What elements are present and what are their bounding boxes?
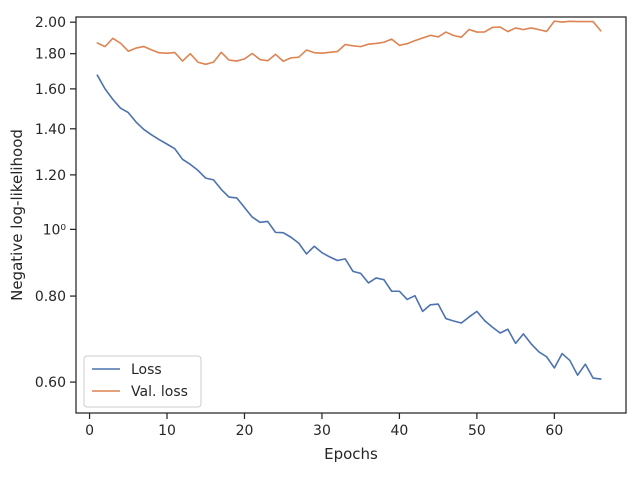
legend-label-0: Loss <box>131 362 162 378</box>
x-tick-label: 0 <box>85 423 94 439</box>
y-tick-label: 1.80 <box>35 47 66 63</box>
legend: Loss Val. loss <box>83 355 202 408</box>
y-tick-label: 1.20 <box>35 168 66 184</box>
x-axis: 0 10 20 30 40 50 60 <box>85 413 563 439</box>
legend-label-1: Val. loss <box>131 384 188 400</box>
y-axis: 0.60 0.80 10⁰ 1.20 1.40 1.60 1.80 2.00 <box>35 15 76 391</box>
x-tick-label: 40 <box>391 423 409 439</box>
axes-frame <box>75 16 627 414</box>
x-tick-label: 20 <box>236 423 254 439</box>
series-line-0 <box>96 74 602 380</box>
x-axis-label: Epochs <box>324 445 378 463</box>
series-layer <box>96 20 602 380</box>
x-tick-label: 50 <box>468 423 486 439</box>
y-tick-label: 1.40 <box>35 122 66 138</box>
y-tick-label: 0.80 <box>35 289 66 305</box>
series-line-1 <box>96 20 602 66</box>
y-tick-label: 0.60 <box>35 375 66 391</box>
x-tick-label: 30 <box>313 423 331 439</box>
x-tick-label: 10 <box>158 423 176 439</box>
y-tick-label: 10⁰ <box>43 222 67 238</box>
y-tick-label: 1.60 <box>35 82 66 98</box>
y-tick-label: 2.00 <box>35 15 66 31</box>
y-axis-label: Negative log-likelihood <box>8 129 26 301</box>
x-tick-label: 60 <box>545 423 563 439</box>
